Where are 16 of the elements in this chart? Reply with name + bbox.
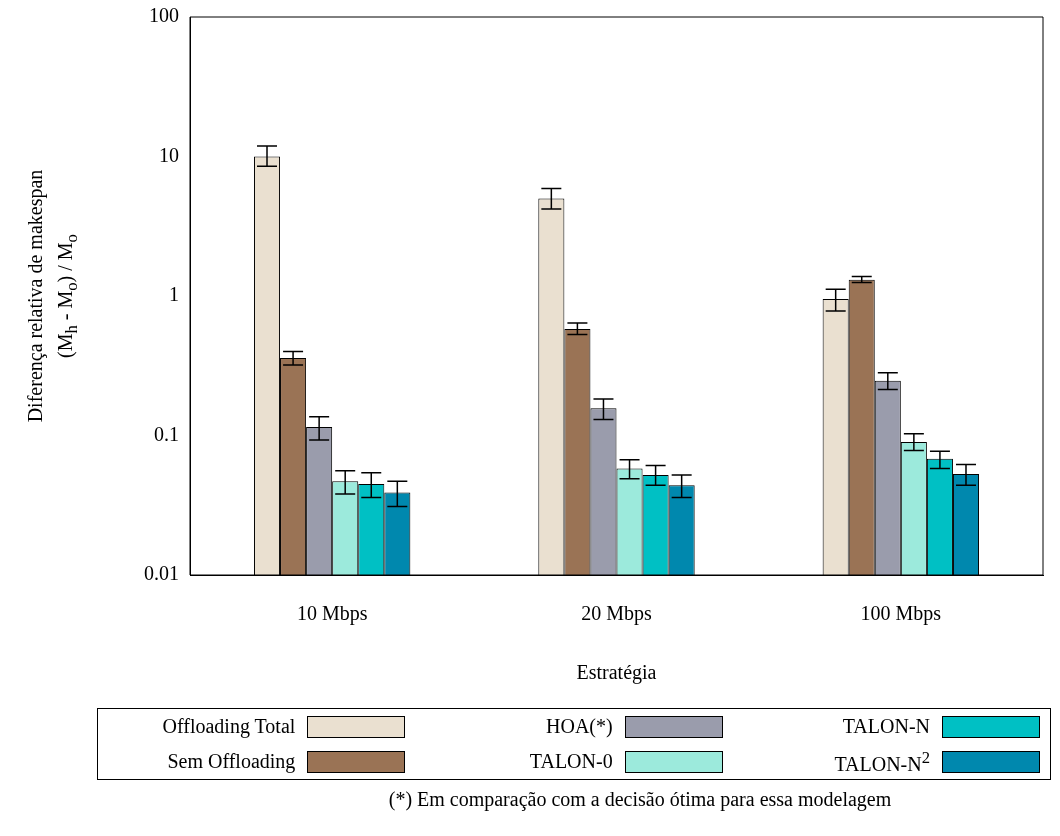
- legend-label: Offloading Total: [162, 715, 296, 738]
- y-tick-label: 0.1: [154, 422, 179, 445]
- legend-label: TALON-0: [529, 750, 613, 773]
- y-tick-label: 0.01: [144, 562, 179, 585]
- text: (*) Em comparação com a decisão ótima para essa modelagem: [387, 788, 893, 811]
- x-tick-label: 100 Mbps: [860, 602, 942, 626]
- y-tick-label: 1: [169, 283, 179, 306]
- legend-label: Sem Offloading: [167, 750, 296, 773]
- legend-label: TALON-N: [842, 715, 930, 738]
- x-tick-label: 20 Mbps: [581, 602, 652, 626]
- x-tick-label: 10 Mbps: [296, 602, 368, 626]
- legend-label: HOA(*): [546, 715, 613, 738]
- legend-label: TALON-N$^{2}$: [834, 747, 930, 776]
- x-axis-title: Estratégia: [576, 661, 657, 685]
- y-tick-label: 10: [159, 143, 179, 166]
- y-tick-label: 100: [149, 4, 179, 27]
